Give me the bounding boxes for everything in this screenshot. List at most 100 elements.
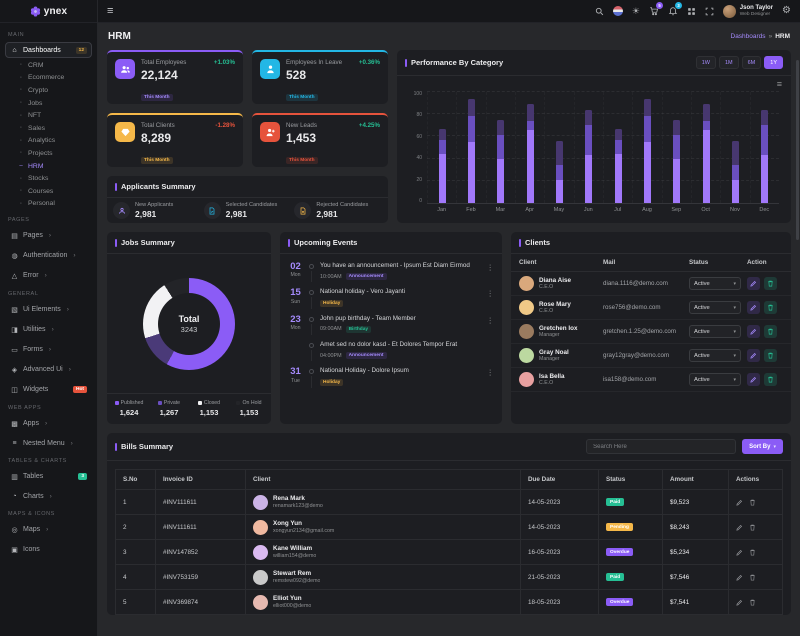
- sidebar-subitem[interactable]: ◦ Sales: [5, 122, 92, 135]
- delete-button[interactable]: [764, 301, 777, 314]
- sidebar-subitem[interactable]: ◦ Jobs: [5, 97, 92, 110]
- brand-logo[interactable]: ynex: [0, 0, 97, 23]
- sidebar-item[interactable]: ◍ Authentication ›: [5, 247, 92, 264]
- sidebar-item-wrap: ▧ Ui Elements ›: [5, 301, 92, 318]
- chart-menu-icon[interactable]: ≡: [776, 79, 782, 89]
- edit-icon[interactable]: [736, 599, 743, 606]
- settings-gear-icon[interactable]: ⚙: [782, 5, 791, 16]
- apps-grid-icon[interactable]: [687, 7, 696, 16]
- edit-icon[interactable]: [736, 549, 743, 556]
- edit-icon[interactable]: [736, 524, 743, 531]
- upcoming-events-card: Upcoming Events 02 Mon: [280, 232, 502, 424]
- y-axis-tick: 40: [416, 155, 422, 162]
- event-item: 23 Mon John pup birthday - Team Member: [280, 309, 502, 335]
- chevron-right-icon: ›: [48, 346, 52, 354]
- bills-search-input[interactable]: [586, 439, 737, 454]
- bar-segment-series-1: [731, 179, 739, 203]
- page-scrollbar[interactable]: [796, 60, 799, 240]
- client-status-select[interactable]: Active ▾: [689, 277, 741, 290]
- edit-button[interactable]: [747, 373, 760, 386]
- delete-button[interactable]: [764, 373, 777, 386]
- bill-client-avatar: [253, 594, 268, 610]
- kebab-menu-icon[interactable]: ⋮: [486, 263, 495, 272]
- sidebar-subitem[interactable]: ◦ Projects: [5, 147, 92, 160]
- kebab-menu-icon[interactable]: ⋮: [486, 368, 495, 378]
- edit-button[interactable]: [747, 325, 760, 338]
- x-axis-label: Aug: [642, 207, 652, 213]
- notifications-bell-icon[interactable]: 3: [668, 2, 682, 16]
- sidebar-item[interactable]: ⌂ Dashboards 12: [5, 42, 92, 58]
- range-button[interactable]: 1W: [695, 56, 716, 69]
- breadcrumb-parent-link[interactable]: Dashboards: [730, 33, 766, 40]
- sidebar-section: GENERAL ▧ Ui Elements ›: [5, 291, 92, 398]
- sidebar-item-label: Ui Elements: [23, 306, 61, 314]
- fullscreen-icon[interactable]: [705, 7, 714, 16]
- sidebar-subitem[interactable]: ◦ NFT: [5, 109, 92, 122]
- sidebar-subitem[interactable]: ◦ Crypto: [5, 84, 92, 97]
- edit-icon[interactable]: [736, 499, 743, 506]
- range-button[interactable]: 6M: [741, 56, 762, 69]
- language-flag-icon[interactable]: [612, 6, 623, 16]
- y-axis-tick: 100: [413, 91, 422, 97]
- theme-toggle-sun-icon[interactable]: ☀: [631, 5, 640, 16]
- sidebar-item[interactable]: ≡ Nested Menu ›: [5, 435, 92, 451]
- range-button[interactable]: 1Y: [764, 56, 783, 69]
- bar-segment-series-2: [467, 116, 475, 142]
- sidebar-subitem-label: Stocks: [28, 175, 49, 183]
- sidebar-item[interactable]: ▧ Ui Elements ›: [5, 301, 92, 318]
- sidebar-item[interactable]: ▭ Forms ›: [5, 341, 92, 358]
- sidebar-subitem[interactable]: ◦ CRM: [5, 59, 92, 72]
- client-status-select[interactable]: Active ▾: [689, 373, 741, 386]
- sidebar-subitem[interactable]: ◦ Personal: [5, 198, 92, 211]
- client-row: Rose Mary C.E.O rose756@demo.com Active …: [511, 296, 791, 320]
- sidebar-item[interactable]: ◈ Advanced Ui ›: [5, 361, 92, 378]
- sidebar-subitem[interactable]: ◦ Ecommerce: [5, 72, 92, 85]
- sidebar-item[interactable]: ▩ Apps ›: [5, 415, 92, 432]
- range-button[interactable]: 1M: [718, 56, 739, 69]
- delete-button[interactable]: [764, 277, 777, 290]
- sidebar-item[interactable]: ▤ Pages ›: [5, 227, 92, 244]
- sort-by-button[interactable]: Sort By ▾: [742, 439, 783, 454]
- sidebar-item[interactable]: ▥ Tables 3: [5, 468, 92, 485]
- cart-icon[interactable]: 5: [649, 2, 663, 16]
- sidebar-subitem[interactable]: ◦ Analytics: [5, 135, 92, 148]
- search-icon[interactable]: [595, 7, 604, 16]
- sidebar-item[interactable]: ◎ Maps ›: [5, 521, 92, 538]
- sidebar-item[interactable]: ◔ Charts ›: [5, 488, 92, 504]
- legend-label: Private: [163, 400, 181, 406]
- trash-icon[interactable]: [749, 599, 756, 606]
- bill-client-name: Xong Yun: [273, 519, 302, 527]
- trash-icon[interactable]: [749, 524, 756, 531]
- user-menu[interactable]: Json Taylor Web Designer: [722, 4, 773, 18]
- client-status-select[interactable]: Active ▾: [689, 301, 741, 314]
- sidebar-subitem[interactable]: ◦ Courses: [5, 185, 92, 198]
- sidebar-item[interactable]: ◨ Utilities ›: [5, 321, 92, 338]
- trash-icon[interactable]: [749, 549, 756, 556]
- hamburger-menu-icon[interactable]: ≡: [107, 4, 114, 17]
- delete-button[interactable]: [764, 325, 777, 338]
- edit-button[interactable]: [747, 277, 760, 290]
- edit-icon[interactable]: [736, 574, 743, 581]
- sidebar-section: TABLES & CHARTS ▥ Tables 3: [5, 458, 92, 504]
- sidebar-subitem[interactable]: ◦ Stocks: [5, 172, 92, 185]
- event-weekday: Mon: [290, 325, 301, 332]
- kebab-menu-icon[interactable]: ⋮: [486, 315, 495, 325]
- trash-icon[interactable]: [749, 499, 756, 506]
- kebab-menu-icon[interactable]: ⋮: [486, 289, 495, 299]
- sidebar-section-label: TABLES & CHARTS: [8, 458, 67, 465]
- y-axis-tick: 0: [419, 197, 422, 204]
- delete-button[interactable]: [764, 349, 777, 362]
- timeline-line: [311, 323, 312, 335]
- sidebar-subitem[interactable]: – HRM: [5, 160, 92, 173]
- bar-y-axis: 100 80 60 40 20 0: [409, 92, 427, 204]
- sidebar-item[interactable]: ▣ Icons: [5, 541, 92, 558]
- sidebar-item[interactable]: ◫ Widgets Hot: [5, 381, 92, 398]
- trash-icon[interactable]: [749, 574, 756, 581]
- sidebar-item-wrap: ▩ Apps ›: [5, 415, 92, 432]
- client-status-select[interactable]: Active ▾: [689, 325, 741, 338]
- edit-button[interactable]: [747, 349, 760, 362]
- stat-title: Total Employees: [141, 59, 187, 66]
- client-status-select[interactable]: Active ▾: [689, 349, 741, 362]
- edit-button[interactable]: [747, 301, 760, 314]
- sidebar-item[interactable]: △ Error ›: [5, 267, 92, 284]
